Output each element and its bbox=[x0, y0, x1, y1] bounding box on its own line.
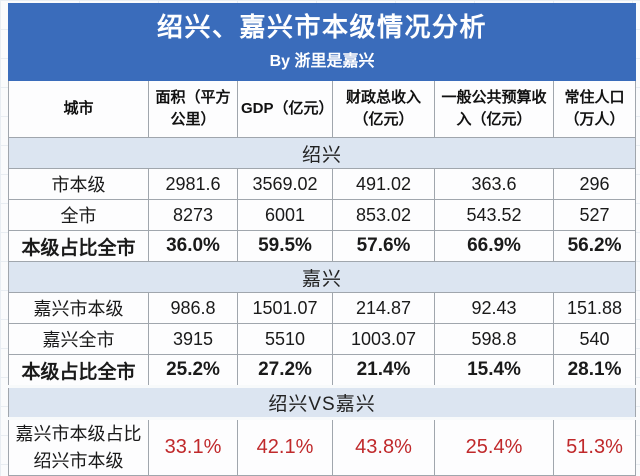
cell-value: 56.2% bbox=[552, 230, 637, 262]
cell-value: 1501.07 bbox=[237, 292, 333, 324]
cell-value: 6001 bbox=[237, 199, 333, 231]
row-label: 市本级 bbox=[8, 168, 149, 200]
column-header: 财政总收入（亿元） bbox=[332, 80, 435, 138]
row-label: 全市 bbox=[8, 199, 149, 231]
column-header: 常住人口（万人） bbox=[552, 80, 637, 138]
cell-value: 363.6 bbox=[434, 168, 554, 200]
section-header-label: 嘉兴 bbox=[7, 261, 637, 293]
table-title-cell: 绍兴、嘉兴市本级情况分析 By 浙里是嘉兴 bbox=[7, 3, 637, 81]
page-title: 绍兴、嘉兴市本级情况分析 bbox=[157, 12, 488, 43]
section-header-label: 绍兴VS嘉兴 bbox=[7, 385, 637, 420]
cell-value: 33.1% bbox=[148, 418, 238, 476]
table-row: 全市 8273 6001 853.02 543.52 527 bbox=[8, 199, 637, 231]
report-page: 绍兴、嘉兴市本级情况分析 By 浙里是嘉兴 城市 面积（平方公里） GDP（亿元）财… bbox=[7, 3, 637, 476]
cell-value: 527 bbox=[552, 199, 637, 231]
table-row: 嘉兴全市 3915 5510 1003.07 598.8 540 bbox=[8, 323, 637, 355]
column-header: 一般公共预算收入（亿元） bbox=[434, 80, 554, 138]
cell-value: 491.02 bbox=[332, 168, 435, 200]
table-row: 本级占比全市 25.2% 27.2% 21.4% 15.4% 28.1% bbox=[8, 354, 637, 387]
cell-value: 25.2% bbox=[148, 354, 238, 387]
column-header: 城市 bbox=[8, 80, 149, 138]
cell-value: 1003.07 bbox=[332, 323, 435, 355]
cell-value: 59.5% bbox=[237, 230, 333, 262]
cell-value: 986.8 bbox=[148, 292, 238, 324]
section-header-label: 绍兴 bbox=[7, 137, 637, 169]
cell-value: 3915 bbox=[148, 323, 238, 355]
column-header: GDP（亿元） bbox=[237, 80, 333, 138]
table-row: 市本级 2981.6 3569.02 491.02 363.6 296 bbox=[8, 168, 637, 200]
section-row-jiaxing: 嘉兴 bbox=[7, 261, 637, 293]
cell-value: 296 bbox=[552, 168, 637, 200]
row-label: 嘉兴市本级 bbox=[8, 292, 149, 324]
cell-value: 598.8 bbox=[434, 323, 554, 355]
cell-value: 36.0% bbox=[148, 230, 238, 262]
byline: By 浙里是嘉兴 bbox=[269, 52, 375, 70]
row-label: 嘉兴全市 bbox=[8, 323, 149, 355]
row-label: 本级占比全市 bbox=[8, 354, 149, 387]
row-label: 本级占比全市 bbox=[8, 230, 149, 262]
section-row-shaoxing-vs-jiaxing: 绍兴VS嘉兴 bbox=[7, 385, 637, 420]
row-label: 嘉兴市本级占比绍兴市本级 bbox=[8, 418, 149, 476]
column-header: 面积（平方公里） bbox=[148, 80, 238, 138]
cell-value: 3569.02 bbox=[237, 168, 333, 200]
cell-value: 92.43 bbox=[434, 292, 554, 324]
cell-value: 43.8% bbox=[332, 418, 435, 476]
cell-value: 214.87 bbox=[332, 292, 435, 324]
cell-value: 51.3% bbox=[552, 418, 637, 476]
section-row-shaoxing: 绍兴 bbox=[7, 137, 637, 169]
cell-value: 5510 bbox=[237, 323, 333, 355]
title-row: 绍兴、嘉兴市本级情况分析 By 浙里是嘉兴 bbox=[7, 3, 637, 81]
cell-value: 42.1% bbox=[237, 418, 333, 476]
comparison-table: 绍兴、嘉兴市本级情况分析 By 浙里是嘉兴 城市 面积（平方公里） GDP（亿元）财… bbox=[7, 3, 637, 476]
cell-value: 2981.6 bbox=[148, 168, 238, 200]
cell-value: 15.4% bbox=[434, 354, 554, 387]
table-row: 本级占比全市 36.0% 59.5% 57.6% 66.9% 56.2% bbox=[8, 230, 637, 262]
column-header-row: 城市 面积（平方公里） GDP（亿元） 财政总收入（亿元） 一般公共预算收入（亿元） 常住… bbox=[8, 80, 637, 138]
cell-value: 25.4% bbox=[434, 418, 554, 476]
cell-value: 853.02 bbox=[332, 199, 435, 231]
table-row: 嘉兴市本级占比绍兴市本级 33.1% 42.1% 43.8% 25.4% 51.3% bbox=[8, 418, 637, 476]
cell-value: 8273 bbox=[148, 199, 238, 231]
cell-value: 21.4% bbox=[332, 354, 435, 387]
cell-value: 28.1% bbox=[552, 354, 637, 387]
cell-value: 543.52 bbox=[434, 199, 554, 231]
cell-value: 540 bbox=[552, 323, 637, 355]
cell-value: 66.9% bbox=[434, 230, 554, 262]
cell-value: 27.2% bbox=[237, 354, 333, 387]
cell-value: 151.88 bbox=[552, 292, 637, 324]
cell-value: 57.6% bbox=[332, 230, 435, 262]
table-row: 嘉兴市本级 986.8 1501.07 214.87 92.43 151.88 bbox=[8, 292, 637, 324]
